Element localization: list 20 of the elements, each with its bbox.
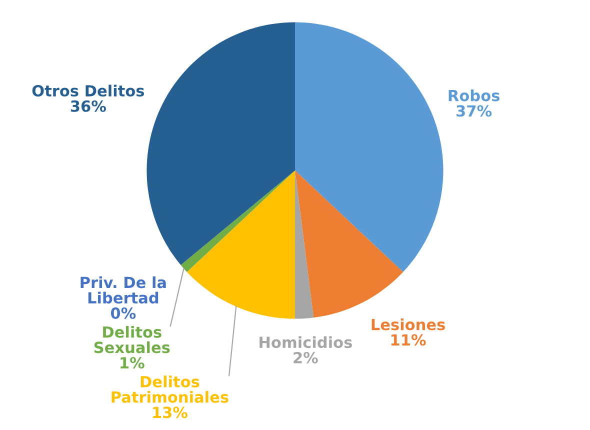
data-label: 36% [70,100,106,112]
pie-slice [295,170,404,318]
slice-label: Lesiones [372,318,445,330]
pie-slice [180,170,295,272]
slice-label: Delitos Patrimoniales [112,376,228,403]
pie-slice [186,170,295,319]
data-label: 2% [294,352,318,364]
pie-slice [295,22,444,272]
data-label: 11% [391,334,426,346]
pie-slice [146,22,295,266]
slice-label: Otros Delitos [32,84,144,97]
category-label: Priv. De la Libertad [80,276,166,304]
pie-slice [295,170,314,319]
slice-label: Delitos Sexuales [94,326,170,354]
data-label: 1% [120,357,144,369]
slice-label: Robos [448,89,500,102]
text: 0% [110,307,136,319]
data-label: 13% [153,406,188,418]
data-label: 37% [456,105,492,117]
slice-label: Homicidios [260,336,352,348]
